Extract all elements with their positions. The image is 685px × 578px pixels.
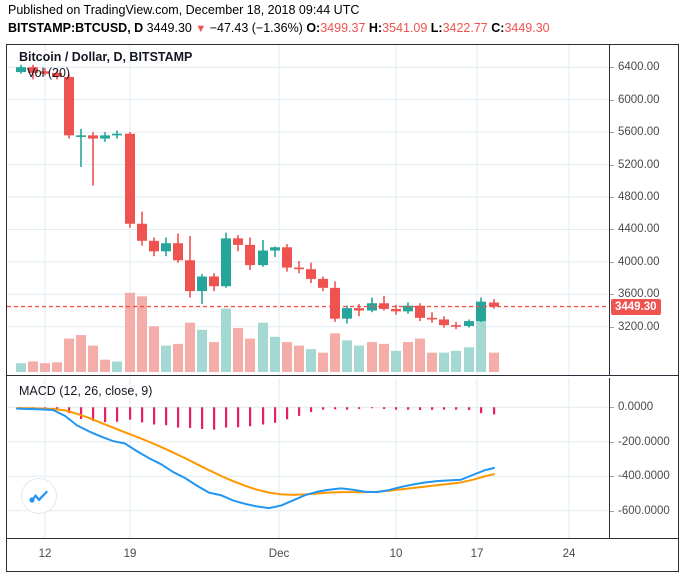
price-axis-tick	[610, 99, 614, 101]
macd-series	[7, 378, 609, 538]
price-axis-tick	[610, 261, 614, 263]
current-price-tag: 3449.30	[611, 298, 661, 315]
price-axis-label: 3200.00	[618, 320, 660, 333]
quote-summary-line: BITSTAMP:BTCUSD, D 3449.30 ▼ −47.43 (−1.…	[8, 21, 550, 35]
price-axis-label: 4400.00	[618, 223, 660, 236]
time-axis-label: 19	[123, 548, 137, 560]
low-value: 3422.77	[442, 21, 488, 35]
price-change: −47.43 (−1.36%)	[209, 21, 303, 35]
macd-axis-tick	[610, 476, 614, 478]
price-axis-label: 4000.00	[618, 255, 660, 268]
price-axis[interactable]: 6400.00 6000.00 5600.00 5200.00 4800.00 4400.…	[609, 45, 678, 375]
macd-axis[interactable]: 0.0000 -200.0000 -400.0000 -600.0000	[609, 378, 678, 538]
close-key: C:	[491, 21, 505, 35]
chart-container[interactable]: Bitcoin / Dollar, D, BITSTAMP Vol (20) 6…	[6, 44, 679, 572]
macd-pane[interactable]: MACD (12, 26, close, 9) 0.0000 -200.0000 -…	[7, 378, 678, 538]
price-axis-label: 4800.00	[618, 191, 660, 203]
price-plot-area[interactable]: Bitcoin / Dollar, D, BITSTAMP Vol (20)	[7, 45, 609, 375]
close-value: 3449.30	[504, 21, 550, 35]
price-axis-label: 3600.00	[618, 288, 660, 301]
high-key: H:	[368, 21, 383, 35]
low-key: L:	[430, 21, 443, 35]
price-axis-label: 6400.00	[618, 61, 660, 74]
pane-separator	[7, 375, 678, 376]
price-axis-label: 6000.00	[618, 93, 660, 106]
price-axis-tick	[610, 294, 614, 296]
time-axis[interactable]: 12 19 Dec 10 17 24	[7, 538, 678, 572]
open-value: 3499.37	[320, 21, 366, 35]
macd-axis-tick	[610, 441, 614, 443]
price-axis-tick	[610, 67, 614, 69]
chart-header: Published on TradingView.com, December 1…	[0, 0, 685, 40]
open-key: O:	[306, 21, 321, 35]
macd-axis-tick	[610, 407, 614, 409]
time-axis-label: Dec	[268, 548, 290, 560]
macd-axis-label: -600.0000	[618, 504, 670, 517]
time-axis-label: 24	[562, 548, 576, 560]
macd-axis-label: 0.0000	[618, 401, 654, 414]
macd-axis-label: -400.0000	[618, 470, 670, 483]
time-axis-label: 17	[470, 548, 484, 560]
price-axis-tick	[610, 132, 614, 134]
price-pane[interactable]: Bitcoin / Dollar, D, BITSTAMP Vol (20) 6…	[7, 45, 678, 375]
macd-axis-label: -200.0000	[618, 435, 670, 448]
down-triangle-icon: ▼	[195, 23, 207, 35]
macd-plot-area[interactable]: MACD (12, 26, close, 9)	[7, 378, 609, 538]
price-axis-tick	[610, 197, 614, 198]
candlestick-series	[7, 45, 609, 375]
time-axis-label: 10	[389, 548, 403, 560]
price-axis-label: 5200.00	[618, 158, 660, 171]
tradingview-logo-icon	[21, 478, 57, 514]
price-axis-tick	[610, 326, 614, 328]
symbol-label: BITSTAMP:BTCUSD, D	[8, 21, 144, 35]
published-caption: Published on TradingView.com, December 1…	[8, 3, 360, 17]
price-axis-tick	[610, 229, 614, 231]
price-axis-label: 5600.00	[618, 126, 660, 139]
last-price: 3449.30	[146, 21, 192, 35]
logo-glyph	[29, 490, 48, 503]
high-value: 3541.09	[382, 21, 428, 35]
time-axis-label: 12	[38, 548, 52, 560]
macd-axis-tick	[610, 510, 614, 512]
price-axis-tick	[610, 164, 614, 166]
